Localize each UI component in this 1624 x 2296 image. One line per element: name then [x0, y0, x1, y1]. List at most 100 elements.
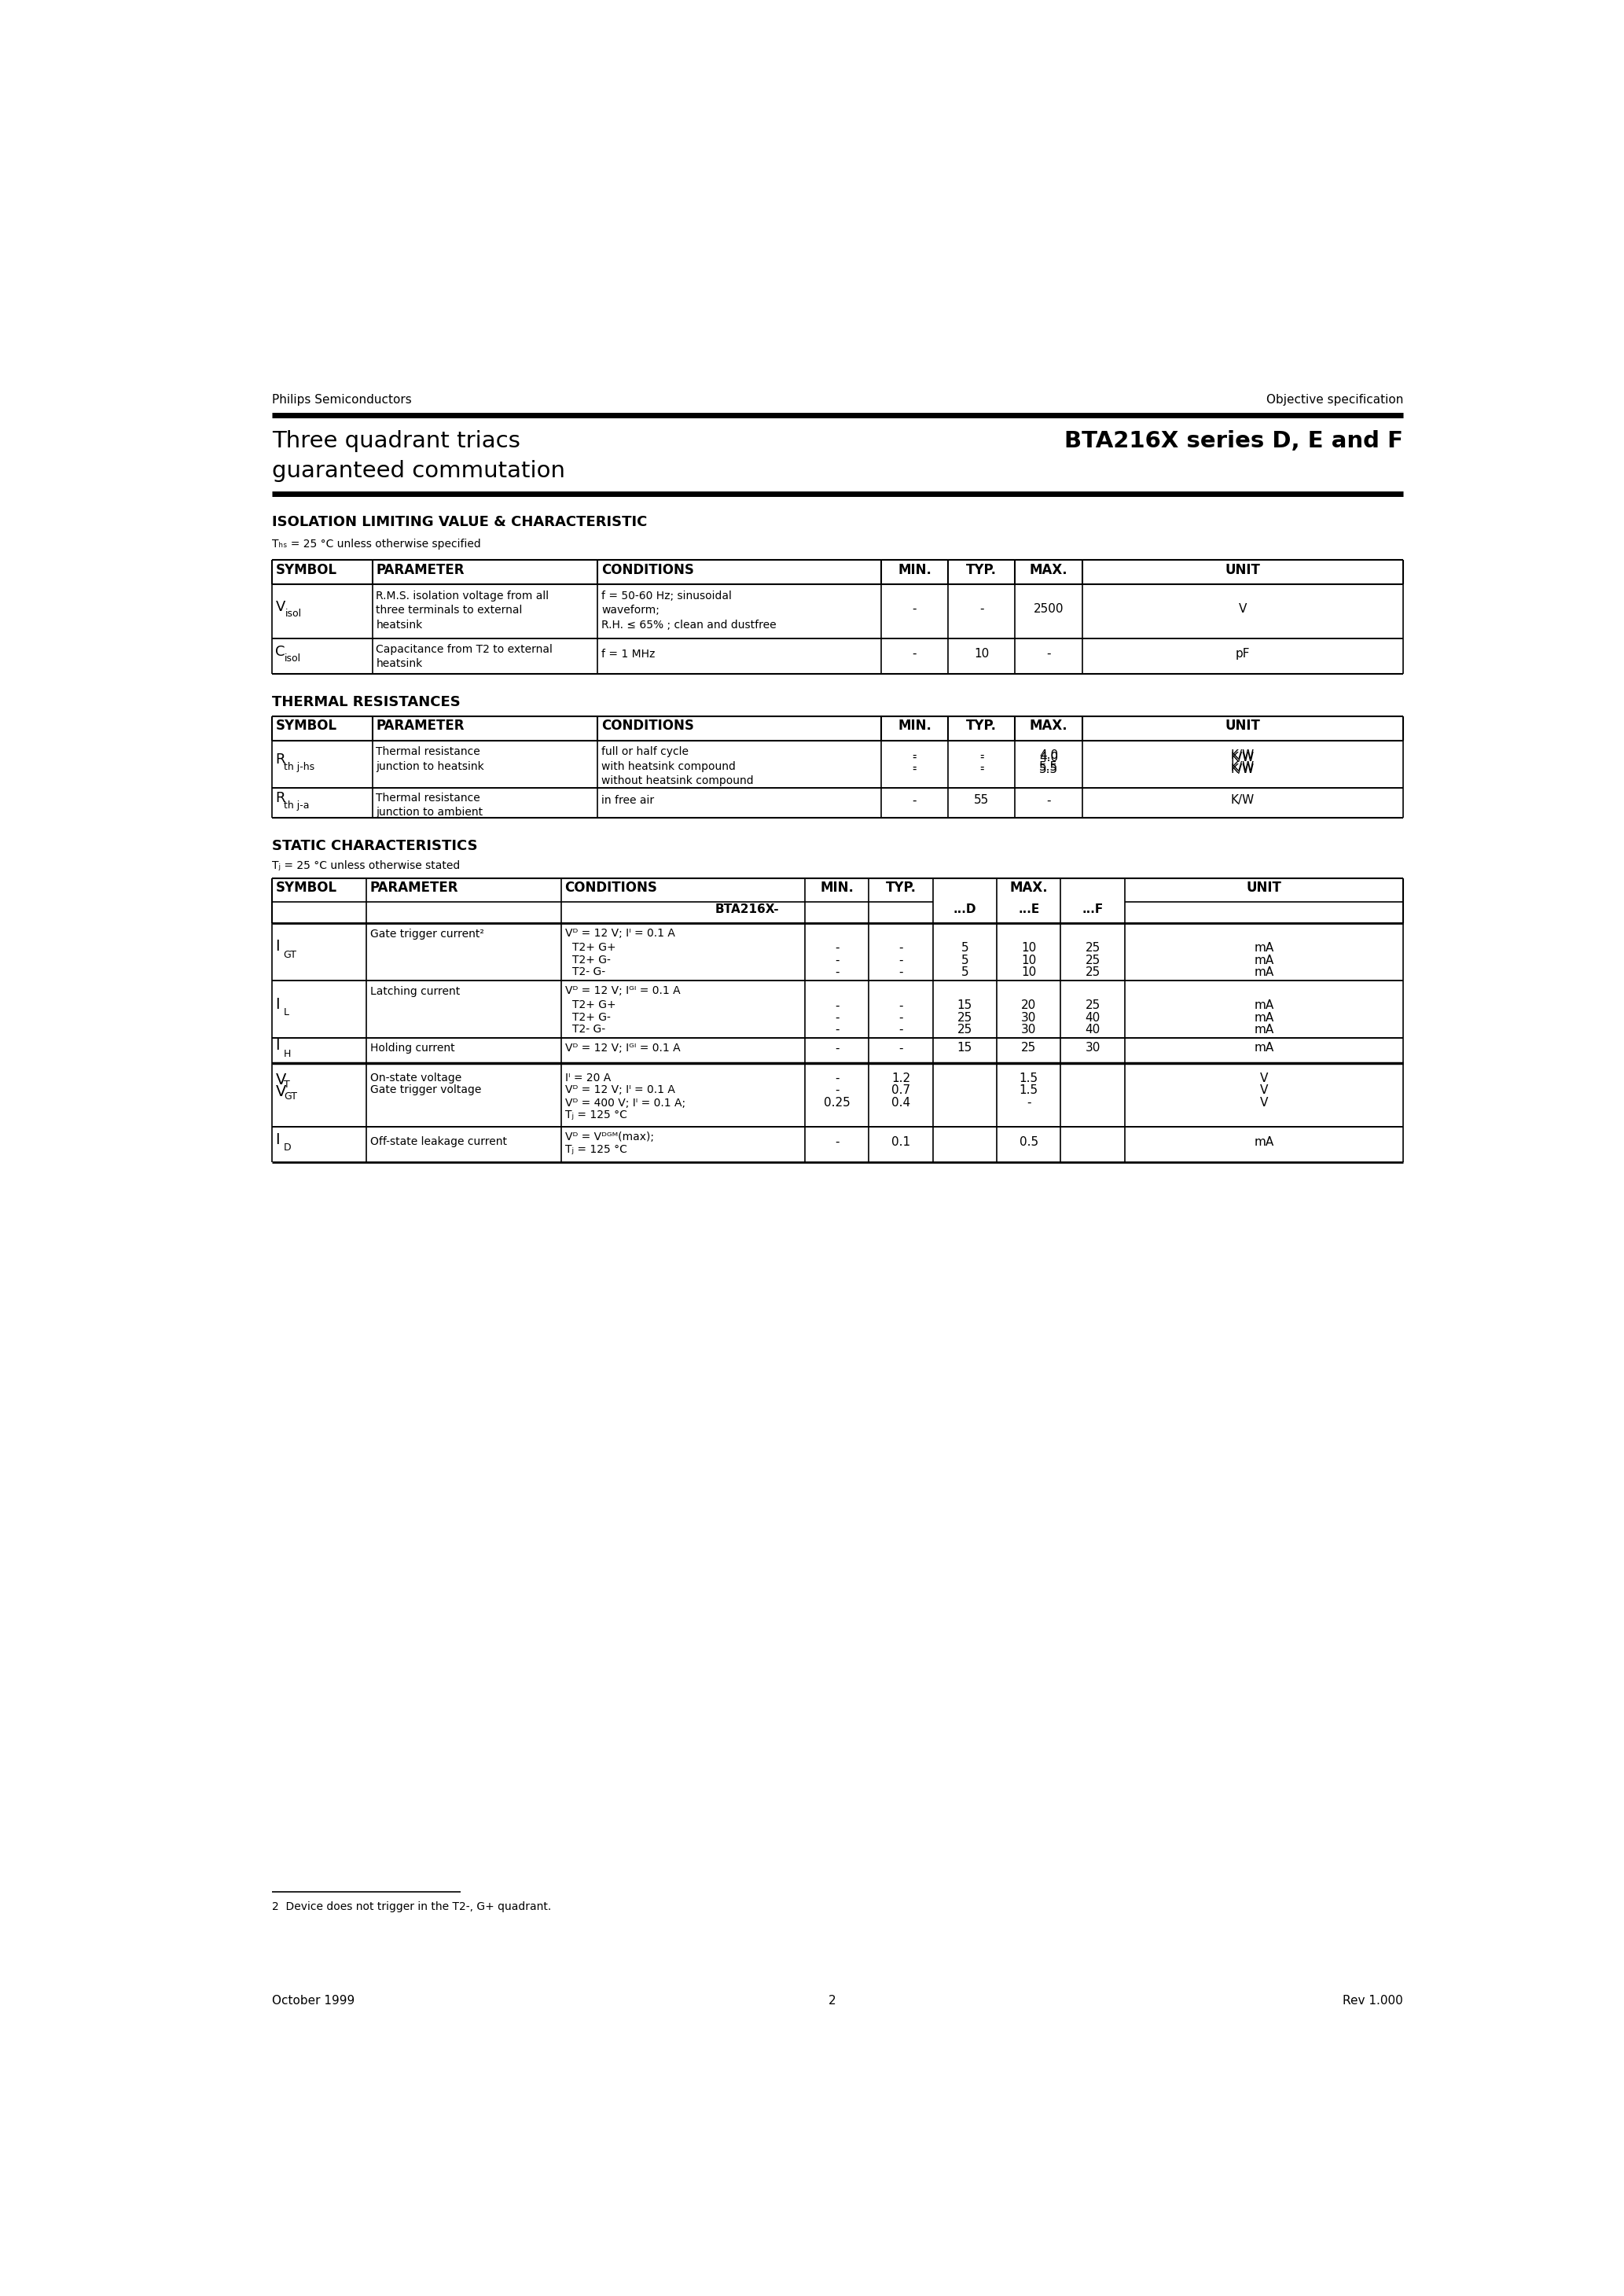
Text: K/W: K/W — [1231, 794, 1254, 806]
Text: Tⱼ = 125 °C: Tⱼ = 125 °C — [565, 1109, 627, 1120]
Text: V: V — [1239, 604, 1247, 615]
Text: 40: 40 — [1085, 1013, 1101, 1024]
Text: mA: mA — [1254, 1013, 1273, 1024]
Text: Latching current: Latching current — [370, 987, 460, 996]
Text: ...F: ...F — [1082, 905, 1103, 916]
Text: -: - — [979, 762, 984, 774]
Text: I: I — [276, 1132, 279, 1148]
Text: 2  Device does not trigger in the T2-, G+ quadrant.: 2 Device does not trigger in the T2-, G+… — [271, 1901, 551, 1913]
Text: -: - — [835, 1024, 840, 1035]
Text: Tⱼ = 25 °C unless otherwise stated: Tⱼ = 25 °C unless otherwise stated — [271, 861, 460, 872]
Text: mA: mA — [1254, 999, 1273, 1013]
Text: -: - — [913, 794, 916, 806]
Text: K/W: K/W — [1231, 748, 1254, 760]
Text: BTA216X series D, E and F: BTA216X series D, E and F — [1064, 429, 1403, 452]
Text: 30: 30 — [1085, 1042, 1101, 1054]
Text: f = 50-60 Hz; sinusoidal
waveform;
R.H. ≤ 65% ; clean and dustfree: f = 50-60 Hz; sinusoidal waveform; R.H. … — [601, 590, 776, 631]
Text: 10: 10 — [974, 647, 989, 659]
Text: 4.0: 4.0 — [1039, 751, 1059, 762]
Text: 5: 5 — [961, 955, 968, 967]
Text: Thermal resistance
junction to heatsink: Thermal resistance junction to heatsink — [377, 746, 484, 771]
Text: Vᴰ = 12 V; Iᴵ = 0.1 A: Vᴰ = 12 V; Iᴵ = 0.1 A — [565, 1084, 676, 1095]
Text: GT: GT — [284, 951, 297, 960]
Text: UNIT: UNIT — [1224, 563, 1260, 576]
Text: Gate trigger voltage: Gate trigger voltage — [370, 1084, 481, 1095]
Text: SYMBOL: SYMBOL — [276, 563, 336, 576]
Text: in free air: in free air — [601, 794, 654, 806]
Text: 15: 15 — [957, 1042, 973, 1054]
Text: Tⱼ = 125 °C: Tⱼ = 125 °C — [565, 1143, 627, 1155]
Text: 0.7: 0.7 — [892, 1084, 911, 1095]
Text: L: L — [284, 1008, 289, 1017]
Text: isol: isol — [284, 654, 300, 664]
Text: -: - — [913, 751, 916, 762]
Text: 2500: 2500 — [1033, 604, 1064, 615]
Text: 25: 25 — [1085, 941, 1101, 953]
Text: -: - — [979, 604, 984, 615]
Text: 2: 2 — [828, 1995, 836, 2007]
Text: K/W: K/W — [1231, 765, 1254, 776]
Text: 5.5: 5.5 — [1039, 762, 1059, 774]
Text: ...D: ...D — [953, 905, 976, 916]
Text: -: - — [979, 751, 984, 762]
Text: MAX.: MAX. — [1010, 882, 1047, 895]
Text: Vᴰ = 12 V; Iᴳᴵ = 0.1 A: Vᴰ = 12 V; Iᴳᴵ = 0.1 A — [565, 1042, 680, 1054]
Text: T2+ G+: T2+ G+ — [572, 999, 615, 1010]
Text: Off-state leakage current: Off-state leakage current — [370, 1137, 507, 1148]
Text: 40: 40 — [1085, 1024, 1101, 1035]
Text: 10: 10 — [1021, 955, 1036, 967]
Text: Thermal resistance
junction to ambient: Thermal resistance junction to ambient — [377, 792, 482, 817]
Text: TYP.: TYP. — [966, 719, 997, 732]
Text: 55: 55 — [974, 794, 989, 806]
Text: SYMBOL: SYMBOL — [276, 719, 336, 732]
Text: -: - — [898, 1013, 903, 1024]
Text: -: - — [898, 955, 903, 967]
Text: R.M.S. isolation voltage from all
three terminals to external
heatsink: R.M.S. isolation voltage from all three … — [377, 590, 549, 631]
Text: 25: 25 — [1021, 1042, 1036, 1054]
Text: THERMAL RESISTANCES: THERMAL RESISTANCES — [271, 696, 460, 709]
Text: BTA216X-: BTA216X- — [715, 905, 780, 916]
Text: PARAMETER: PARAMETER — [377, 563, 464, 576]
Text: 25: 25 — [1085, 955, 1101, 967]
Text: 25: 25 — [1085, 967, 1101, 978]
Text: UNIT: UNIT — [1246, 882, 1281, 895]
Text: SYMBOL: SYMBOL — [276, 882, 336, 895]
Text: -: - — [913, 762, 916, 774]
Text: R: R — [276, 790, 286, 806]
Text: -: - — [979, 765, 984, 776]
Text: 25: 25 — [1085, 999, 1101, 1013]
Text: Philips Semiconductors: Philips Semiconductors — [271, 393, 411, 406]
Text: I: I — [276, 996, 279, 1013]
Text: D: D — [284, 1143, 291, 1153]
Text: 0.5: 0.5 — [1020, 1137, 1038, 1148]
Text: -: - — [835, 941, 840, 953]
Text: Vᴰ = Vᴰᴳᴹ(max);: Vᴰ = Vᴰᴳᴹ(max); — [565, 1132, 654, 1143]
Text: ...E: ...E — [1018, 905, 1039, 916]
Text: V: V — [276, 599, 286, 613]
Text: Tₕₛ = 25 °C unless otherwise specified: Tₕₛ = 25 °C unless otherwise specified — [271, 540, 481, 551]
Text: full or half cycle
with heatsink compound
without heatsink compound: full or half cycle with heatsink compoun… — [601, 746, 754, 788]
Text: T2+ G-: T2+ G- — [572, 955, 611, 964]
Text: -: - — [979, 748, 984, 760]
Text: I: I — [276, 939, 279, 955]
Text: mA: mA — [1254, 1137, 1273, 1148]
Text: Rev 1.000: Rev 1.000 — [1343, 1995, 1403, 2007]
Text: T2+ G+: T2+ G+ — [572, 941, 615, 953]
Text: 25: 25 — [957, 1013, 973, 1024]
Text: 10: 10 — [1021, 941, 1036, 953]
Text: guaranteed commutation: guaranteed commutation — [271, 459, 565, 482]
Text: 30: 30 — [1021, 1013, 1036, 1024]
Text: mA: mA — [1254, 967, 1273, 978]
Text: 10: 10 — [1021, 967, 1036, 978]
Text: CONDITIONS: CONDITIONS — [601, 719, 693, 732]
Text: GT: GT — [284, 1091, 297, 1102]
Text: Vᴰ = 400 V; Iᴵ = 0.1 A;: Vᴰ = 400 V; Iᴵ = 0.1 A; — [565, 1097, 685, 1109]
Text: October 1999: October 1999 — [271, 1995, 354, 2007]
Text: 30: 30 — [1021, 1024, 1036, 1035]
Text: V: V — [1260, 1072, 1268, 1084]
Text: -: - — [1046, 647, 1051, 659]
Text: Three quadrant triacs: Three quadrant triacs — [271, 429, 520, 452]
Text: 5: 5 — [961, 941, 968, 953]
Text: Vᴰ = 12 V; Iᴵ = 0.1 A: Vᴰ = 12 V; Iᴵ = 0.1 A — [565, 928, 676, 939]
Text: C: C — [276, 645, 286, 659]
